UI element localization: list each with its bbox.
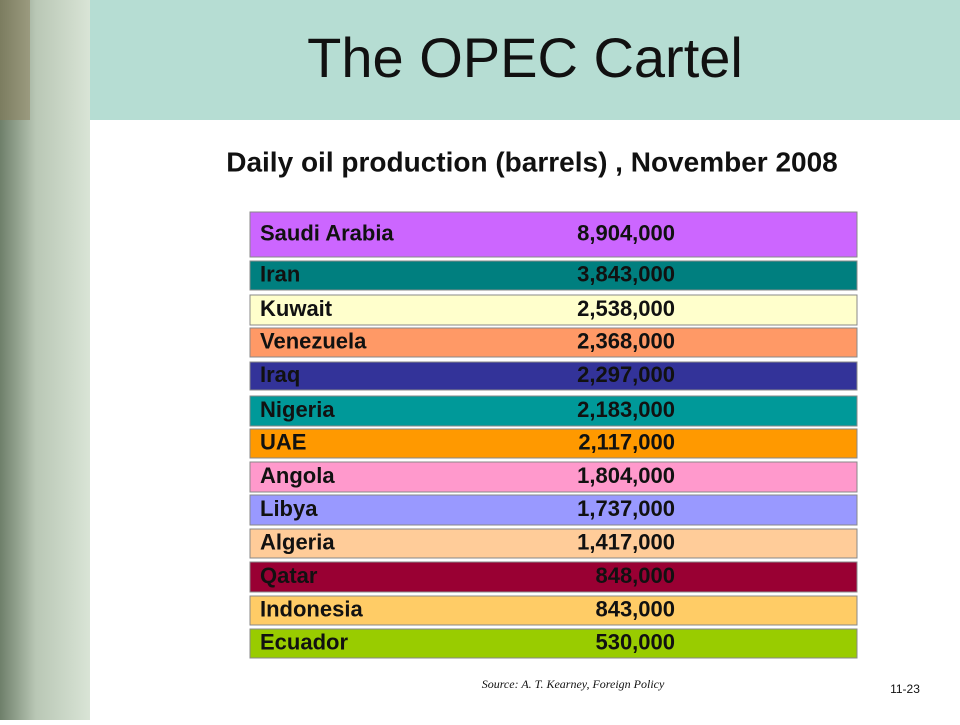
production-value: 2,183,000	[577, 397, 675, 422]
slide-title: The OPEC Cartel	[307, 26, 743, 89]
production-value: 2,297,000	[577, 362, 675, 387]
production-value: 843,000	[595, 596, 675, 621]
row-box	[249, 428, 858, 459]
production-value: 530,000	[595, 629, 675, 654]
country-name: Algeria	[260, 529, 335, 554]
production-table: Saudi Arabia 8,904,000 Iran 3,843,000 Kuwait…	[249, 211, 858, 659]
country-name: Libya	[260, 496, 318, 521]
country-name: Kuwait	[260, 296, 333, 321]
production-value: 1,804,000	[577, 463, 675, 488]
country-name: Iraq	[260, 362, 300, 387]
country-name: UAE	[260, 429, 306, 454]
subtitle: Daily oil production (barrels) , Novembe…	[226, 146, 838, 177]
row-box	[249, 561, 858, 593]
country-name: Angola	[260, 463, 335, 488]
country-name: Saudi Arabia	[260, 220, 394, 245]
production-value: 8,904,000	[577, 220, 675, 245]
country-name: Ecuador	[260, 629, 348, 654]
row-box	[249, 494, 858, 526]
row-box	[249, 260, 858, 291]
row-box	[249, 528, 858, 559]
production-value: 848,000	[595, 563, 675, 588]
row-box	[249, 395, 858, 427]
side-decoration	[0, 0, 30, 120]
row-box	[249, 361, 858, 391]
production-value: 3,843,000	[577, 261, 675, 286]
production-value: 2,117,000	[578, 429, 675, 454]
source: Source: A. T. Kearney, Foreign Policy	[482, 677, 665, 691]
production-value: 2,368,000	[577, 328, 675, 353]
country-name: Venezuela	[260, 328, 367, 353]
row-box	[249, 628, 858, 659]
country-name: Nigeria	[260, 397, 335, 422]
production-value: 1,417,000	[577, 529, 675, 554]
row-box	[249, 461, 858, 493]
row-box	[249, 327, 858, 358]
slide-number: 11-23	[890, 682, 920, 696]
row-box	[249, 595, 858, 626]
production-value: 2,538,000	[577, 296, 675, 321]
country-name: Indonesia	[260, 596, 363, 621]
country-name: Qatar	[260, 563, 318, 588]
row-box	[249, 211, 858, 258]
production-value: 1,737,000	[577, 496, 675, 521]
title-band	[90, 0, 960, 120]
row-box	[249, 294, 858, 326]
country-name: Iran	[260, 261, 300, 286]
